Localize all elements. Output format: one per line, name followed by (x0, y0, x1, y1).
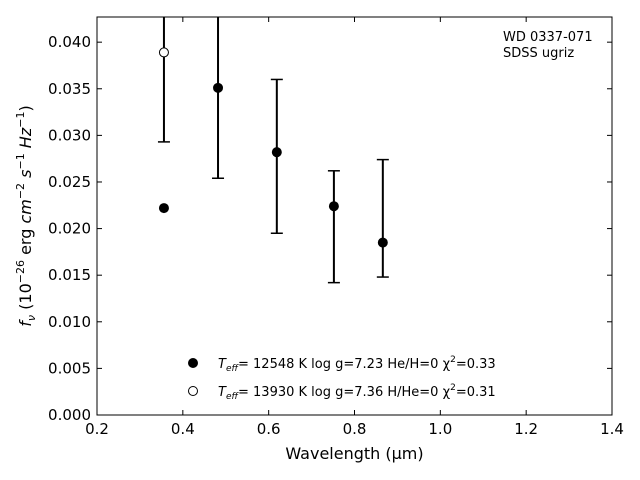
model-point-filled (213, 82, 224, 93)
legend: Teff= 12548 K log g=7.23 He/H=0 χ2=0.33 … (188, 355, 496, 402)
y-tick-label: 0.015 (48, 266, 91, 284)
legend-label-model-2: Teff= 13930 K log g=7.36 H/He=0 χ2=0.31 (218, 383, 496, 402)
x-tick-label: 0.6 (257, 420, 281, 438)
y-tick-label: 0.000 (48, 406, 91, 424)
x-axis-title: Wavelength (μm) (285, 444, 423, 463)
model-point-filled (328, 201, 339, 212)
legend-marker-filled (188, 358, 198, 368)
plot-frame (96, 16, 613, 416)
model-point-open (158, 47, 169, 58)
error-bars (157, 17, 389, 284)
y-tick-label: 0.020 (48, 220, 91, 238)
x-tick-label: 0.2 (85, 420, 109, 438)
legend-label-model-1: Teff= 12548 K log g=7.23 He/H=0 χ2=0.33 (218, 355, 496, 374)
model-point-filled (377, 237, 388, 248)
y-tick-label: 0.005 (48, 359, 91, 377)
y-tick-label: 0.035 (48, 80, 91, 98)
annotation-survey: SDSS ugriz (503, 46, 574, 61)
data-points (158, 47, 388, 248)
x-tick-label: 1.4 (600, 420, 624, 438)
x-axis: 0.2 0.4 0.6 0.8 1.0 1.2 1.4 (85, 17, 624, 438)
model-point-filled (271, 147, 282, 158)
y-axis-title: fν (10−26 erg cm−2 s−1 Hz−1) (14, 105, 38, 326)
x-tick-label: 0.8 (343, 420, 367, 438)
legend-marker-open (188, 386, 198, 396)
x-tick-label: 1.0 (428, 420, 452, 438)
y-tick-label: 0.040 (48, 33, 91, 51)
y-tick-label: 0.025 (48, 173, 91, 191)
y-tick-label: 0.010 (48, 313, 91, 331)
x-tick-label: 1.2 (514, 420, 538, 438)
y-axis: 0.000 0.005 0.010 0.015 0.020 0.025 0.030 0.035… (48, 33, 612, 424)
model-point-filled (158, 203, 169, 214)
x-tick-label: 0.4 (171, 420, 195, 438)
y-tick-label: 0.030 (48, 126, 91, 144)
annotation-object: WD 0337-071 (503, 30, 593, 45)
